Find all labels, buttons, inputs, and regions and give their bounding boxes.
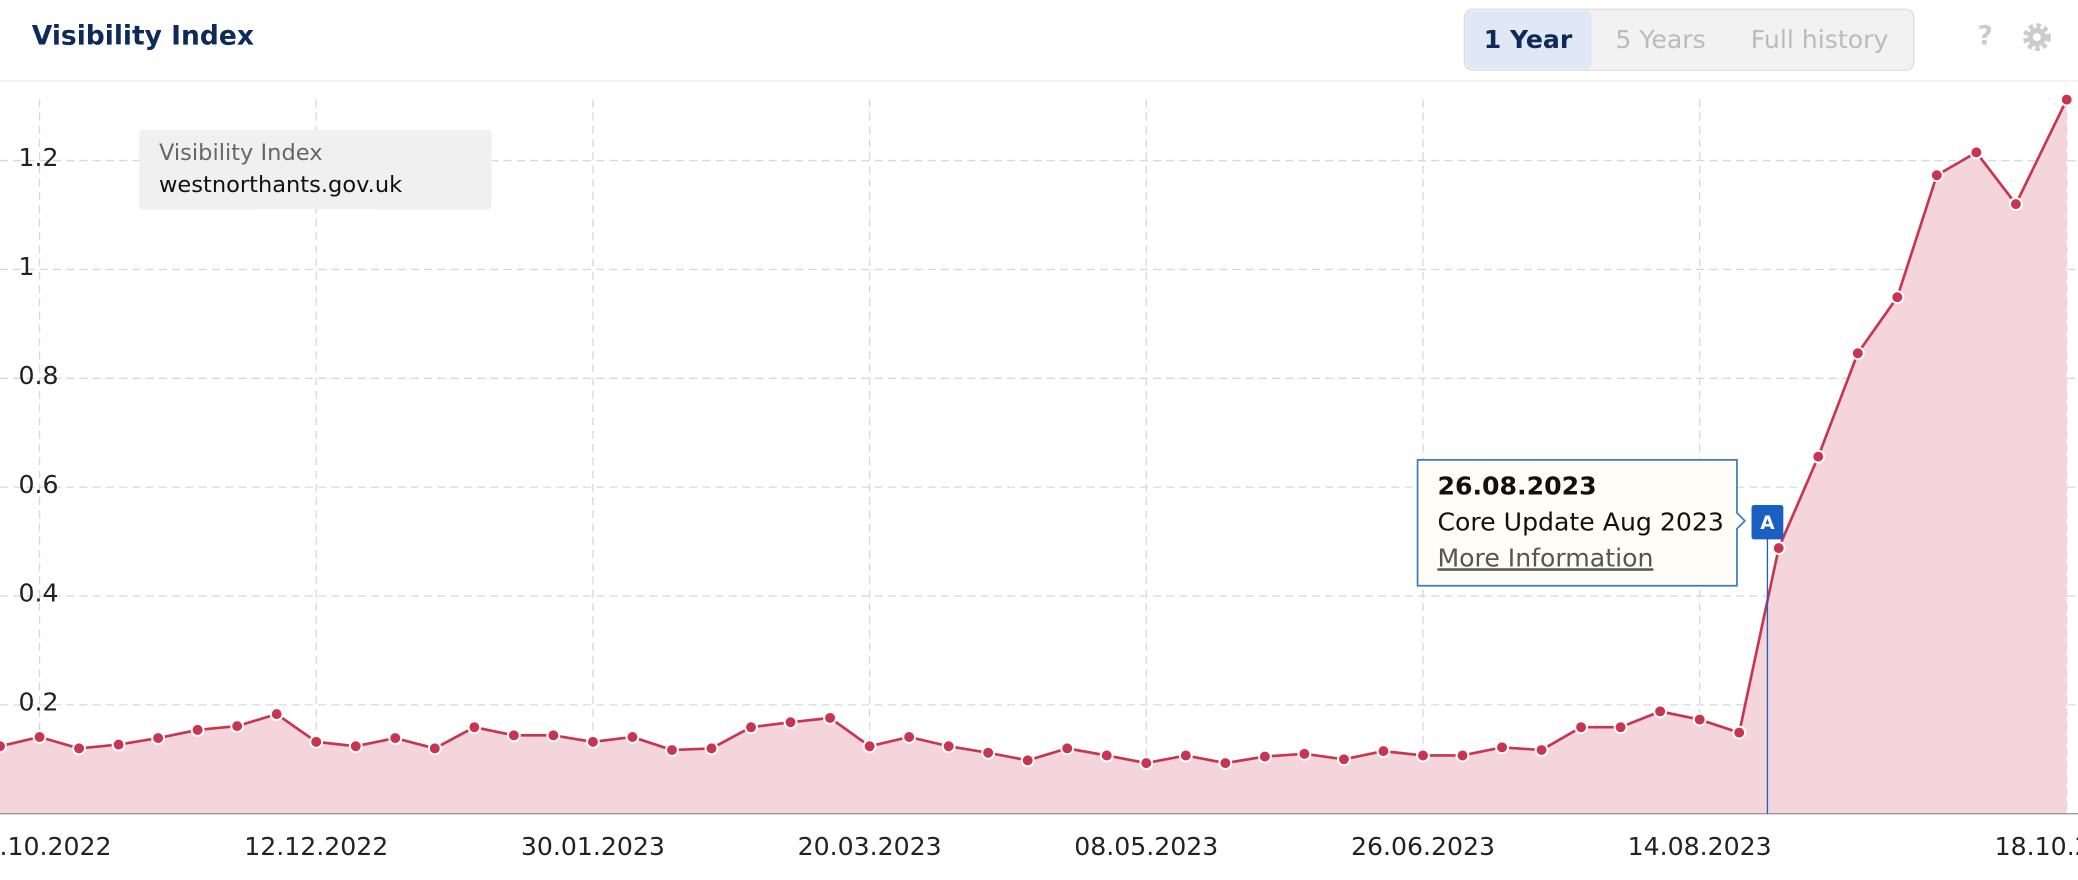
data-point[interactable] (0, 739, 7, 754)
data-point[interactable] (1178, 748, 1193, 763)
data-point[interactable] (1613, 720, 1628, 735)
data-point[interactable] (902, 730, 917, 744)
tooltip-text: Core Update Aug 2023 (1437, 507, 1723, 536)
x-tick-label: 18.10.2023 (1995, 832, 2078, 861)
data-point[interactable] (348, 739, 363, 754)
y-tick-label: 1.2 (19, 143, 59, 172)
data-point[interactable] (585, 734, 600, 749)
data-point[interactable] (941, 739, 956, 754)
data-point[interactable] (1890, 290, 1905, 305)
data-point[interactable] (1416, 748, 1430, 763)
data-point[interactable] (2008, 197, 2023, 212)
y-tick-label: 0.2 (19, 688, 59, 717)
data-point[interactable] (269, 707, 284, 722)
data-point[interactable] (823, 710, 838, 725)
x-tick-label: 30.01.2023 (521, 832, 665, 861)
data-point[interactable] (1692, 712, 1707, 727)
range-active (1465, 10, 1592, 69)
data-point[interactable] (1376, 744, 1391, 759)
data-point[interactable] (151, 731, 166, 746)
data-point[interactable] (309, 734, 324, 749)
data-point[interactable] (230, 719, 245, 734)
x-tick-label: 24.10.2022 (0, 832, 112, 861)
data-point[interactable] (1653, 704, 1668, 719)
data-point[interactable] (1850, 346, 1865, 361)
chart-title: Visibility Index (32, 21, 254, 52)
range-button[interactable]: 5 Years (1615, 25, 1705, 54)
y-tick-label: 0.4 (19, 579, 59, 608)
annotation-marker[interactable] (1751, 504, 1784, 540)
data-point[interactable] (111, 737, 126, 752)
data-point[interactable] (32, 730, 47, 744)
y-tick-label: 0.6 (19, 470, 59, 499)
data-point[interactable] (862, 739, 877, 754)
data-point[interactable] (704, 741, 719, 756)
x-tick-label: 08.05.2023 (1074, 832, 1218, 861)
data-point[interactable] (1929, 168, 1944, 183)
data-point[interactable] (72, 741, 87, 756)
range-button[interactable]: Full history (1751, 25, 1889, 54)
data-point[interactable] (1060, 741, 1075, 756)
legend-title: Visibility Index (159, 140, 323, 166)
range-button[interactable]: 1 Year (1484, 25, 1573, 54)
data-point[interactable] (1020, 753, 1035, 768)
data-point[interactable] (1336, 752, 1351, 767)
data-point[interactable] (1495, 740, 1509, 755)
tooltip-date: 26.08.2023 (1437, 472, 1596, 501)
tooltip (1416, 459, 1747, 587)
data-point[interactable] (665, 743, 679, 757)
data-point[interactable] (2059, 92, 2074, 107)
legend-box (139, 129, 492, 210)
x-tick-label: 26.06.2023 (1351, 832, 1495, 861)
data-point[interactable] (1534, 743, 1549, 757)
x-tick-label: 12.12.2022 (244, 832, 388, 861)
help-icon[interactable]: ? (1978, 21, 1993, 52)
data-point[interactable] (1811, 449, 1826, 464)
y-tick-label: 0.8 (19, 361, 59, 390)
data-point[interactable] (1099, 748, 1114, 763)
data-point[interactable] (1574, 720, 1589, 735)
legend-entry: westnorthants.gov.uk (159, 172, 402, 198)
x-tick-label: 20.03.2023 (798, 832, 942, 861)
data-point[interactable] (744, 720, 758, 735)
data-point[interactable] (388, 731, 403, 746)
settings-icon[interactable] (2023, 23, 2051, 52)
data-point[interactable] (546, 728, 561, 743)
data-point[interactable] (190, 722, 205, 737)
tooltip-link[interactable]: More Information (1437, 543, 1653, 572)
data-point[interactable] (1455, 748, 1470, 763)
data-point[interactable] (981, 745, 996, 760)
data-point[interactable] (1969, 145, 1984, 160)
data-point[interactable] (467, 720, 482, 735)
data-point[interactable] (1139, 756, 1154, 771)
annotation-label[interactable]: A (1760, 513, 1775, 534)
data-point[interactable] (427, 741, 442, 756)
data-point[interactable] (1218, 756, 1233, 771)
data-point[interactable] (1732, 725, 1747, 740)
data-point[interactable] (1257, 749, 1272, 764)
y-tick-label: 1 (19, 252, 35, 281)
data-point[interactable] (625, 730, 640, 744)
data-point[interactable] (506, 728, 521, 743)
data-point[interactable] (1771, 541, 1786, 556)
data-point[interactable] (783, 715, 798, 730)
x-tick-label: 14.08.2023 (1628, 832, 1772, 861)
area (0, 99, 2067, 814)
data-point[interactable] (1297, 746, 1312, 761)
